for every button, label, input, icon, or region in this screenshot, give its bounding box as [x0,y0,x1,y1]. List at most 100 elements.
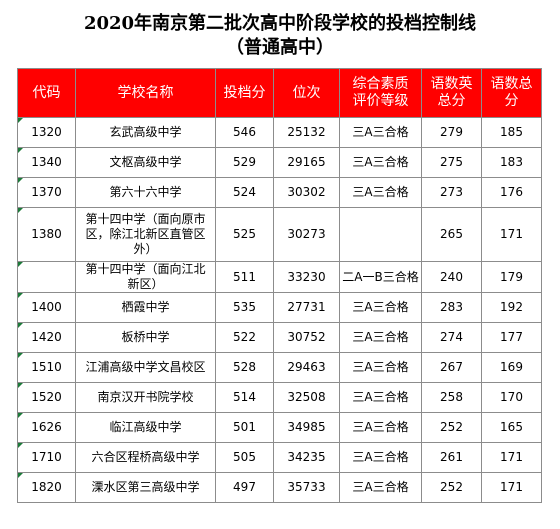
table-row: 1340 文枢高级中学 529 29165 三A三合格 275 183 [17,147,542,178]
cell-cm-total: 171 [481,442,542,473]
cell-grade: 三A三合格 [339,382,422,413]
page-subtitle: （普通高中） [226,37,334,58]
cell-cme-total: 279 [421,117,482,148]
cell-code: 1510 [17,352,76,383]
cell-rank: 33230 [273,261,340,293]
cell-cme-total: 252 [421,472,482,503]
cell-score: 529 [215,147,274,178]
cell-rank: 30273 [273,207,340,262]
cell-school: 玄武高级中学 [75,117,216,148]
cell-code: 1400 [17,292,76,323]
cell-rank: 29165 [273,147,340,178]
admission-table: 代码 学校名称 投档分 位次 综合素质评价等级 语数英总分 语数总分 1320 … [17,68,542,503]
cell-school: 南京汉开书院学校 [75,382,216,413]
cell-grade: 三A三合格 [339,352,422,383]
cell-cme-total: 283 [421,292,482,323]
table-row: 1370 第六十六中学 524 30302 三A三合格 273 176 [17,177,542,208]
table-row: 1510 江浦高级中学文昌校区 528 29463 三A三合格 267 169 [17,352,542,383]
table-row: 1710 六合区程桥高级中学 505 34235 三A三合格 261 171 [17,442,542,473]
cell-school: 第十四中学（面向江北新区） [75,261,216,293]
cell-rank: 27731 [273,292,340,323]
cell-cm-total: 185 [481,117,542,148]
cell-grade: 三A三合格 [339,322,422,353]
header-score: 投档分 [215,68,274,118]
cell-cm-total: 165 [481,412,542,443]
page-title: 2020年南京第二批次高中阶段学校的投档控制线 [83,13,477,34]
cell-cme-total: 274 [421,322,482,353]
table-row: 1520 南京汉开书院学校 514 32508 三A三合格 258 170 [17,382,542,413]
cell-score: 501 [215,412,274,443]
cell-cme-total: 252 [421,412,482,443]
cell-rank: 35733 [273,472,340,503]
cell-score: 514 [215,382,274,413]
cell-cm-total: 171 [481,207,542,262]
cell-grade: 三A三合格 [339,147,422,178]
title-block: 2020年南京第二批次高中阶段学校的投档控制线 （普通高中） [0,0,560,68]
cell-rank: 29463 [273,352,340,383]
cell-code: 1340 [17,147,76,178]
header-cm-total: 语数总分 [481,68,542,118]
cell-school: 溧水区第三高级中学 [75,472,216,503]
cell-school: 板桥中学 [75,322,216,353]
cell-school: 第六十六中学 [75,177,216,208]
cell-cme-total: 261 [421,442,482,473]
cell-code: 1320 [17,117,76,148]
cell-rank: 34235 [273,442,340,473]
cell-rank: 32508 [273,382,340,413]
table-row: 1400 栖霞中学 535 27731 三A三合格 283 192 [17,292,542,323]
cell-score: 511 [215,261,274,293]
cell-cm-total: 171 [481,472,542,503]
cell-cm-total: 177 [481,322,542,353]
cell-score: 524 [215,177,274,208]
cell-score: 522 [215,322,274,353]
cell-grade [339,207,422,262]
cell-score: 528 [215,352,274,383]
cell-cme-total: 267 [421,352,482,383]
cell-school: 临江高级中学 [75,412,216,443]
header-cme-total: 语数英总分 [421,68,482,118]
cell-grade: 三A三合格 [339,292,422,323]
cell-cm-total: 179 [481,261,542,293]
cell-grade: 三A三合格 [339,177,422,208]
cell-code [17,261,76,293]
cell-code: 1380 [17,207,76,262]
cell-score: 546 [215,117,274,148]
cell-grade: 三A三合格 [339,442,422,473]
cell-grade: 三A三合格 [339,117,422,148]
table-row: 1320 玄武高级中学 546 25132 三A三合格 279 185 [17,117,542,148]
header-row: 代码 学校名称 投档分 位次 综合素质评价等级 语数英总分 语数总分 [17,68,542,118]
header-grade: 综合素质评价等级 [339,68,422,118]
cell-code: 1820 [17,472,76,503]
cell-school: 文枢高级中学 [75,147,216,178]
table-row: 1626 临江高级中学 501 34985 三A三合格 252 165 [17,412,542,443]
cell-cm-total: 176 [481,177,542,208]
cell-cm-total: 170 [481,382,542,413]
cell-score: 525 [215,207,274,262]
cell-cm-total: 183 [481,147,542,178]
cell-grade: 三A三合格 [339,412,422,443]
cell-score: 535 [215,292,274,323]
cell-cm-total: 192 [481,292,542,323]
cell-rank: 34985 [273,412,340,443]
cell-rank: 25132 [273,117,340,148]
cell-cm-total: 169 [481,352,542,383]
table-row: 第十四中学（面向江北新区） 511 33230 二A一B三合格 240 179 [17,261,542,293]
header-school: 学校名称 [75,68,216,118]
table-row: 1420 板桥中学 522 30752 三A三合格 274 177 [17,322,542,353]
cell-rank: 30752 [273,322,340,353]
cell-code: 1520 [17,382,76,413]
cell-school: 第十四中学（面向原市区，除江北新区直管区外） [75,207,216,262]
table-row: 1820 溧水区第三高级中学 497 35733 三A三合格 252 171 [17,472,542,503]
cell-cme-total: 265 [421,207,482,262]
header-rank: 位次 [273,68,340,118]
cell-school: 六合区程桥高级中学 [75,442,216,473]
cell-score: 505 [215,442,274,473]
cell-grade: 二A一B三合格 [339,261,422,293]
cell-cme-total: 273 [421,177,482,208]
table-row: 1380 第十四中学（面向原市区，除江北新区直管区外） 525 30273 26… [17,207,542,262]
cell-school: 栖霞中学 [75,292,216,323]
cell-code: 1370 [17,177,76,208]
cell-code: 1626 [17,412,76,443]
header-code: 代码 [17,68,76,118]
cell-code: 1710 [17,442,76,473]
